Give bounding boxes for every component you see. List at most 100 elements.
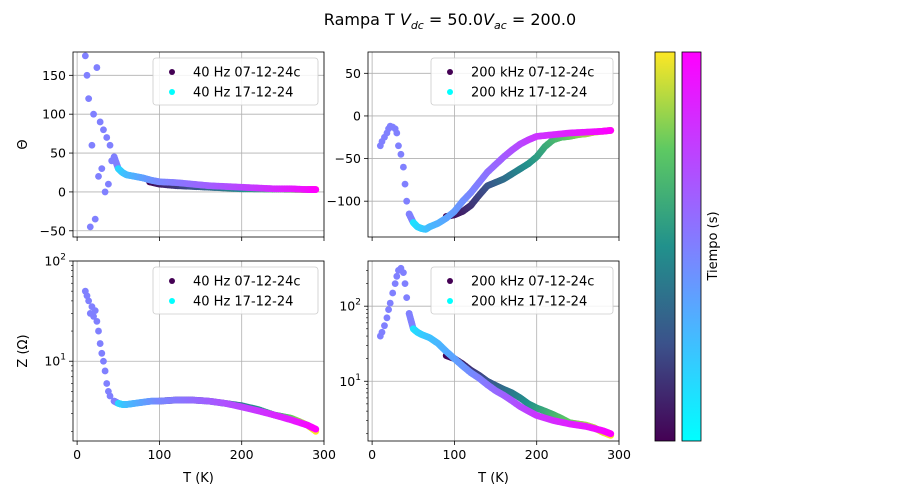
y-tick-label: 0 (58, 184, 66, 199)
x-tick-label: 200 (230, 447, 254, 462)
data-point (378, 328, 386, 336)
data-point (399, 163, 407, 171)
x-tick-label: 100 (147, 447, 171, 462)
z-40hz-xlabel: T (K) (182, 471, 214, 486)
data-point (86, 223, 94, 231)
z-200khz-legend: 200 kHz 07-12-24c 200 kHz 17-12-24 (430, 266, 614, 315)
colorbar-label: Tiempo (s) (706, 211, 721, 281)
legend-label: 40 Hz 07-12-24c (193, 66, 301, 81)
data-point (96, 340, 104, 347)
x-tick-label: 300 (607, 447, 631, 462)
data-point (95, 327, 102, 335)
data-point (391, 280, 399, 287)
legend-label: 200 kHz 17-12-24 (471, 86, 587, 101)
data-point (403, 294, 411, 302)
legend-marker (447, 278, 453, 284)
data-point (385, 306, 392, 314)
x-tick-label: 0 (73, 447, 81, 462)
data-point (401, 180, 409, 188)
data-point (98, 165, 106, 173)
theta-200khz-markers (376, 122, 615, 233)
data-point (83, 292, 91, 300)
data-point (83, 71, 91, 79)
y-tick-label: 50 (50, 146, 66, 161)
y-tick-label: 102 (44, 253, 66, 269)
data-point (81, 52, 89, 60)
data-point (98, 349, 106, 357)
x-tick-label: 0 (368, 447, 376, 462)
colorbar-cool (681, 51, 702, 442)
y-tick-label: 50 (345, 66, 361, 81)
x-tick-label: 200 (525, 447, 549, 462)
data-point (106, 392, 114, 400)
z-40hz-ylabel: Z (Ω) (16, 334, 31, 367)
data-point (91, 307, 99, 314)
y-tick-label: −50 (40, 223, 66, 238)
plot-z-40hz: 0 100 200 300 101 102 Z (Ω) T (K) 40 Hz 07-12-24… (16, 253, 336, 487)
data-point (397, 150, 405, 158)
data-point (85, 95, 93, 103)
data-point (312, 425, 320, 433)
data-point (381, 322, 388, 330)
theta-200khz-frame (367, 51, 620, 238)
theta-40hz-legend: 40 Hz 07-12-24c 40 Hz 17-12-24 (152, 57, 319, 106)
y-tick-label: −50 (335, 151, 361, 166)
legend-label: 40 Hz 17-12-24 (193, 295, 293, 310)
legend-label: 200 kHz 07-12-24c (471, 66, 594, 81)
x-tick-label: 100 (442, 447, 466, 462)
z-40hz-frame (72, 260, 325, 442)
y-tick-label: 150 (42, 68, 66, 83)
data-point (93, 317, 101, 325)
z-40hz-markers (81, 287, 320, 435)
plot-z-200khz: 0 100 200 300 101 102 T (K) 200 kHz 07-12-24c20… (339, 260, 631, 486)
data-point (93, 64, 101, 71)
data-point (90, 110, 97, 118)
legend-marker (447, 69, 453, 75)
y-tick-label: −100 (327, 194, 361, 209)
legend-box (430, 57, 614, 106)
legend-marker (169, 69, 175, 75)
data-point (386, 299, 394, 307)
theta-40hz-frame (72, 51, 325, 238)
data-point (393, 129, 401, 137)
theta-40hz-markers (81, 52, 320, 231)
data-point (96, 118, 104, 126)
legend-box (430, 266, 614, 315)
plot-theta-200khz: −100 −50 0 50 200 kHz 07-12-24c 200 kHz 17-12… (327, 51, 620, 241)
theta-40hz-ylabel: Θ (16, 139, 31, 149)
data-point (607, 430, 615, 438)
data-point (100, 357, 107, 365)
data-point (395, 142, 402, 150)
z-200khz-markers (376, 264, 615, 439)
x-tick-label: 300 (312, 447, 336, 462)
legend-marker (447, 298, 453, 304)
z-200khz-xlabel: T (K) (477, 471, 509, 486)
plot-theta-40hz: −50 0 50 100 150 Θ 40 Hz 07-12-24c 40 Hz 17-12-… (16, 51, 325, 241)
data-point (399, 269, 407, 277)
data-point (389, 289, 397, 297)
y-tick-label: 0 (353, 108, 361, 123)
data-point (85, 297, 93, 305)
figure-title: Rampa T Vdc = 50.0Vac = 200.0 (324, 10, 576, 32)
data-point (104, 180, 112, 188)
legend-box (152, 266, 319, 315)
data-point (91, 215, 99, 223)
data-point (401, 280, 409, 287)
y-tick-label: 101 (339, 373, 361, 389)
legend-marker (169, 298, 175, 304)
legend-label: 40 Hz 07-12-24c (193, 275, 301, 290)
legend-marker (169, 89, 175, 95)
z-200khz-frame (367, 260, 620, 442)
y-tick-label: 102 (339, 298, 361, 314)
theta-200khz-legend: 200 kHz 07-12-24c 200 kHz 17-12-24 (430, 57, 614, 106)
data-point (88, 141, 96, 149)
data-point (103, 134, 111, 141)
z-40hz-legend: 40 Hz 07-12-24c 40 Hz 17-12-24 (152, 266, 319, 315)
legend-marker (447, 89, 453, 95)
data-point (607, 127, 615, 134)
data-point (95, 172, 102, 180)
data-point (103, 380, 111, 387)
data-point (106, 141, 114, 149)
colorbar-viridis-strip (654, 51, 676, 442)
y-tick-label: 100 (42, 107, 66, 122)
